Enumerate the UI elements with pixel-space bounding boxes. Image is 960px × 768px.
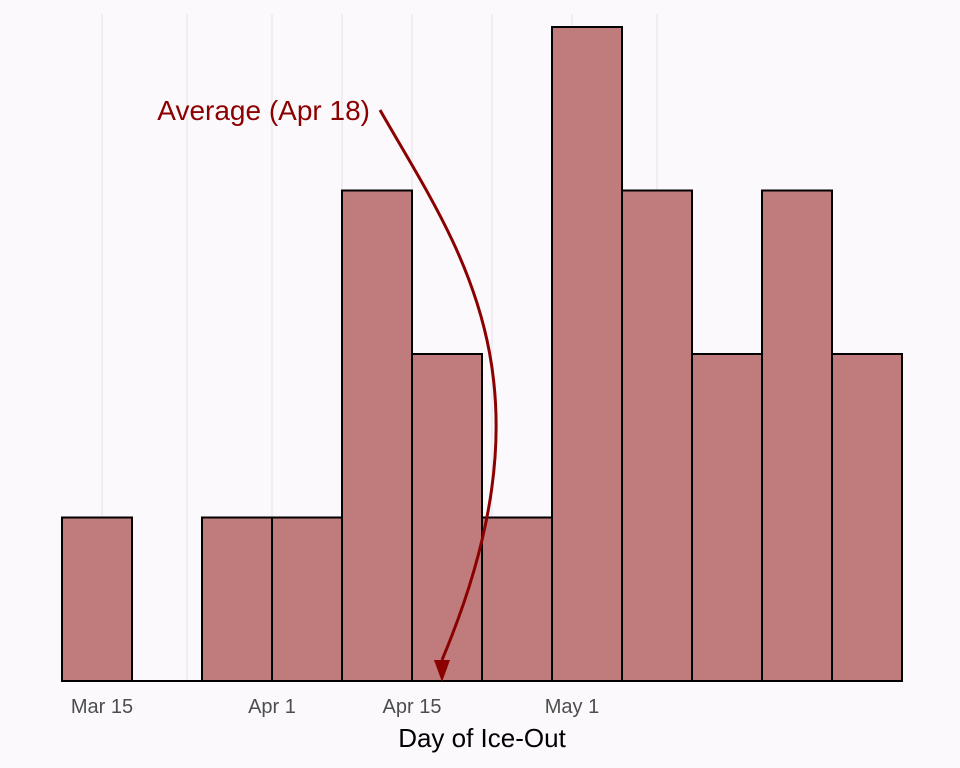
histogram-bar [61,516,133,682]
bars [61,26,903,682]
annotation-label: Average (Apr 18) [157,95,370,126]
x-tick-label: Apr 15 [383,696,442,718]
x-tick-label: Mar 15 [71,696,133,718]
annotation-arrow [378,109,498,661]
histogram-bar [761,189,833,682]
histogram-bar [411,353,483,682]
histogram-bar [831,353,903,682]
histogram-bar [691,353,763,682]
x-axis-title: Day of Ice-Out [398,723,566,753]
annotation-arrowhead [434,660,450,682]
histogram-bar [201,516,273,682]
annotation: Average (Apr 18) [157,95,498,682]
histogram-bar [341,189,413,682]
x-tick-label: May 1 [545,696,599,718]
histogram-bar [271,516,343,682]
histogram-bar [551,26,623,682]
x-tick-labels: Mar 15 Apr 1 Apr 15 May 1 [71,696,599,718]
x-tick-label: Apr 1 [248,696,296,718]
histogram-bar [481,516,553,682]
histogram-bar [621,189,693,682]
